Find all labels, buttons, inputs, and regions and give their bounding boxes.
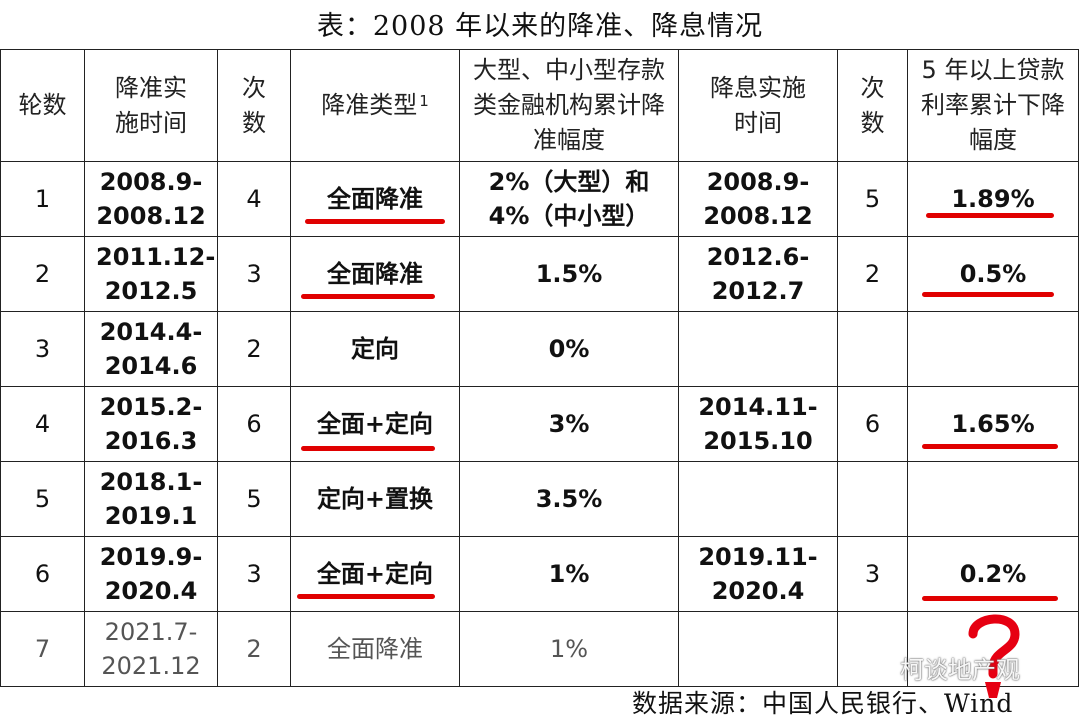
cell-rrr-cut: 0%: [459, 311, 679, 387]
cell-rrr-count: 6: [217, 386, 291, 462]
cell-rate-cut: [907, 611, 1079, 687]
cell-rate-time: [678, 311, 838, 387]
cell-rate-time: 2008.9-2008.12: [678, 161, 838, 237]
header-round: 轮数: [0, 49, 85, 162]
cell-rrr-cut: 3%: [459, 386, 679, 462]
red-underline: [297, 594, 435, 599]
cell-rrr-count: 2: [217, 311, 291, 387]
table-row: 3 2014.4-2014.6 2 定向 0%: [0, 311, 1079, 387]
table-row: 1 2008.9-2008.12 4 全面降准 2%（大型）和4%（中小型） 2…: [0, 161, 1079, 237]
cell-rrr-type: 定向: [290, 311, 460, 387]
cell-rrr-count: 3: [217, 536, 291, 612]
cell-rate-cut: 0.5%: [907, 236, 1079, 312]
cell-rrr-type: 全面+定向: [290, 386, 460, 462]
watermark-text: 柯谈地产观: [900, 656, 1020, 684]
cell-rrr-count: 4: [217, 161, 291, 237]
cell-rate-time: [678, 611, 838, 687]
cell-round: 7: [0, 611, 85, 687]
cell-rate-cut: 1.89%: [907, 161, 1079, 237]
watermark: 柯谈地产观: [860, 650, 1020, 685]
red-underline: [926, 213, 1054, 218]
cell-round: 5: [0, 461, 85, 537]
cell-rrr-time: 2015.2-2016.3: [84, 386, 218, 462]
question-mark-icon: [963, 610, 1025, 706]
header-rrr-count: 次数: [217, 49, 291, 162]
cell-rrr-time: 2014.4-2014.6: [84, 311, 218, 387]
header-rate-cut: 5 年以上贷款利率累计下降幅度: [907, 49, 1079, 162]
table-row: 2 2011.12-2012.5 3 全面降准 1.5% 2012.6-2012…: [0, 236, 1079, 312]
cell-rrr-type: 定向+置换: [290, 461, 460, 537]
table-row: 4 2015.2-2016.3 6 全面+定向 3% 2014.11-2015.…: [0, 386, 1079, 462]
header-rate-count: 次数: [837, 49, 908, 162]
red-underline: [922, 596, 1058, 601]
cell-rate-count: 3: [837, 536, 908, 612]
red-underline: [305, 219, 445, 224]
cell-rate-count: 5: [837, 161, 908, 237]
cell-rate-time: [678, 461, 838, 537]
cell-round: 4: [0, 386, 85, 462]
cell-rrr-cut: 2%（大型）和4%（中小型）: [459, 161, 679, 237]
cell-rate-time: 2014.11-2015.10: [678, 386, 838, 462]
cell-rrr-cut: 1.5%: [459, 236, 679, 312]
cell-rate-cut: 0.2%: [907, 536, 1079, 612]
red-underline: [301, 294, 435, 299]
cell-rrr-time: 2008.9-2008.12: [84, 161, 218, 237]
cell-rate-count: [837, 311, 908, 387]
header-row: 轮数 降准实施时间 次数 降准类型 1 大型、中小型存款类金融机构累计降准幅度 降…: [0, 49, 1079, 162]
cell-rrr-cut: 1%: [459, 611, 679, 687]
cell-rate-count: 6: [837, 386, 908, 462]
cell-rrr-type: 全面+定向: [290, 536, 460, 612]
cell-rrr-time: 2011.12-2012.5: [84, 236, 218, 312]
cell-rrr-count: 5: [217, 461, 291, 537]
cell-round: 6: [0, 536, 85, 612]
cell-rrr-count: 2: [217, 611, 291, 687]
cell-rrr-type: 全面降准: [290, 611, 460, 687]
cell-rrr-type: 全面降准: [290, 236, 460, 312]
table-row: 7 2021.7-2021.12 2 全面降准 1%: [0, 611, 1079, 687]
red-underline: [922, 292, 1054, 297]
cell-rrr-time: 2019.9-2020.4: [84, 536, 218, 612]
header-rrr-cut: 大型、中小型存款类金融机构累计降准幅度: [459, 49, 679, 162]
table-row: 5 2018.1-2019.1 5 定向+置换 3.5%: [0, 461, 1079, 537]
header-rrr-type: 降准类型 1: [290, 49, 460, 162]
red-underline: [301, 446, 435, 451]
cell-rate-cut: [907, 311, 1079, 387]
cell-rate-time: 2012.6-2012.7: [678, 236, 838, 312]
cell-rrr-type: 全面降准: [290, 161, 460, 237]
cell-round: 1: [0, 161, 85, 237]
cell-round: 2: [0, 236, 85, 312]
header-rrr-time: 降准实施时间: [84, 49, 218, 162]
cell-rrr-cut: 1%: [459, 536, 679, 612]
cell-rate-count: 2: [837, 236, 908, 312]
data-source-note: 数据来源：中国人民银行、Wind: [632, 689, 1014, 718]
red-underline: [922, 444, 1058, 449]
cell-rrr-cut: 3.5%: [459, 461, 679, 537]
header-rate-time: 降息实施时间: [678, 49, 838, 162]
cell-rrr-time: 2021.7-2021.12: [84, 611, 218, 687]
cell-rate-count: [837, 461, 908, 537]
wechat-icon: [860, 653, 894, 680]
table-row: 6 2019.9-2020.4 3 全面+定向 1% 2019.11-2020.…: [0, 536, 1079, 612]
rate-cut-table: 轮数 降准实施时间 次数 降准类型 1 大型、中小型存款类金融机构累计降准幅度 降…: [0, 49, 1079, 687]
table-title: 表：2008 年以来的降准、降息情况: [316, 11, 764, 42]
cell-rate-time: 2019.11-2020.4: [678, 536, 838, 612]
footnote-marker: 1: [419, 92, 429, 110]
cell-rrr-count: 3: [217, 236, 291, 312]
cell-round: 3: [0, 311, 85, 387]
cell-rate-cut: [907, 461, 1079, 537]
cell-rrr-time: 2018.1-2019.1: [84, 461, 218, 537]
cell-rate-cut: 1.65%: [907, 386, 1079, 462]
